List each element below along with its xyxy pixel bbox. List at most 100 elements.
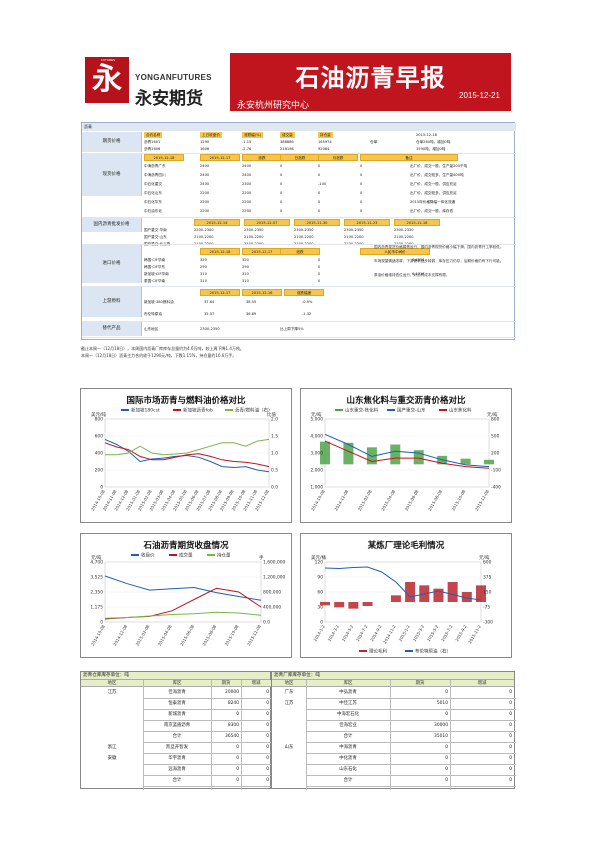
spot-cell: 0: [280, 191, 283, 195]
row-divider: [306, 753, 516, 754]
import-header-cell: 2015-12-17: [242, 248, 282, 255]
table-cell: 佳海沥青: [168, 690, 186, 695]
table-cell: 0: [509, 690, 512, 695]
y-tick-label: 1,175: [90, 605, 103, 611]
series-line: [324, 566, 482, 601]
row-divider: [306, 709, 516, 710]
spot-header-cell: 2015-12-17: [200, 154, 240, 161]
table-divider: [82, 244, 516, 245]
spot-cell: 0: [318, 200, 321, 204]
data-bar: [405, 582, 416, 602]
department: 永安杭州研究中心: [237, 101, 310, 111]
y2-tick-label: -100: [491, 468, 501, 474]
table-cell: 0: [509, 701, 512, 706]
table-cell: 20000: [225, 690, 239, 695]
table-cell: [272, 765, 306, 774]
table-row-label: 进口价格: [82, 245, 142, 283]
table-cell: 合计: [343, 734, 353, 739]
wholesale-cell: 2300-2350: [344, 228, 364, 232]
table-cell: 8300: [227, 723, 239, 728]
table-cell: 0: [445, 712, 448, 717]
table-header-cell: 增减: [450, 680, 514, 687]
import-cell: 310: [242, 272, 249, 276]
spot-cell: 0: [360, 173, 363, 177]
table-cell: 0: [509, 756, 512, 761]
upstream-header-cell: 2015-12-17: [200, 289, 240, 296]
price-table: 沥青 期货价格 现货价格 国内沥青批发价格 进口价格 上游原料 替代产品 合约名称 上日收盘价…: [81, 122, 516, 340]
logo-mark-icon: 永: [85, 57, 129, 103]
x-tick-label: 2015-11-2: [467, 624, 482, 645]
spot-cell: 中石化华东: [144, 200, 162, 204]
table-cell: 0: [266, 767, 269, 772]
table-cell: 南京蓝盾沥青: [163, 723, 191, 728]
data-bar: [390, 595, 401, 602]
y2-tick-label: 0.5: [271, 468, 278, 474]
table-cell: 0: [509, 778, 512, 783]
x-tick-label: 2015-12-08: [246, 624, 262, 647]
series-line: [104, 575, 262, 601]
y2-tick-label: -300: [483, 620, 493, 626]
data-bar: [461, 592, 472, 602]
y2-tick-label: 1,600,000: [263, 560, 286, 566]
y-tick-label: 4,700: [90, 560, 103, 566]
futures-cell: 沥青1606: [144, 147, 161, 151]
x-tick-label: 2015-12-08: [474, 489, 490, 512]
logo-small-text: FUTURES: [101, 58, 116, 62]
x-tick-label: 2014-5-2: [341, 624, 355, 643]
spot-cell: 0: [360, 164, 363, 168]
unit-left: 美元/桶: [311, 554, 327, 561]
table-cell: 0: [266, 745, 269, 750]
x-tick-label: 2015-1-2: [398, 624, 412, 643]
row-divider: [143, 709, 272, 710]
x-tick-label: 2015-04-08: [380, 489, 396, 512]
table-cell: 0: [509, 723, 512, 728]
y2-tick-label: 0.0: [263, 620, 270, 626]
wholesale-header-cell: 2015-11-16: [394, 219, 440, 226]
table-cell: 0: [266, 734, 269, 739]
spot-cell: -100: [318, 182, 327, 186]
data-bar: [433, 588, 444, 602]
data-bar: [320, 602, 330, 606]
wholesale-header-cell: 2015-12-07: [244, 219, 290, 226]
table-cell: 合计: [172, 778, 182, 783]
spot-note: 出厂价，成交一般，生产量200千吨: [410, 164, 468, 168]
spot-cell: 0: [360, 209, 363, 213]
page-title: 石油沥青早报: [295, 64, 446, 92]
column-divider: [241, 680, 242, 790]
y-tick-label: 400: [95, 451, 104, 457]
unit-right: 手: [259, 554, 264, 561]
futures-note: 仓单260吨，增加0吨: [416, 140, 451, 144]
wholesale-cell: 2300-2350: [294, 228, 314, 232]
chart-asphalt-fuel-oil: 2014-10-08 2014-11-08 2014-12-08 2015-01-08…: [80, 388, 292, 523]
table-cell: 0: [236, 712, 239, 717]
upstream-cell: 新加坡·380燃料油: [144, 300, 174, 304]
futures-cell: 165974: [318, 140, 332, 144]
series-line: [104, 611, 262, 619]
unit-right: 元/吨: [479, 554, 490, 561]
series-line: [104, 442, 270, 468]
wholesale-cell: 2300-2350: [244, 228, 264, 232]
table-cell: 0: [445, 690, 448, 695]
upstream-header-cell: 涨跌幅度: [284, 289, 324, 296]
futures-cell: 92084: [318, 147, 330, 151]
row-divider: [143, 764, 272, 765]
data-bar: [413, 450, 424, 465]
wholesale-header-cell: 2015-12-14: [194, 219, 240, 226]
y-tick-label: 120: [315, 560, 324, 566]
futures-header-cell: 成交量: [280, 132, 295, 138]
chart-title: 某炼厂理论毛利情况: [367, 541, 445, 551]
series-line: [104, 438, 270, 473]
spot-cell: 0: [318, 209, 321, 213]
row-divider: [143, 720, 272, 721]
table-cell: [272, 754, 306, 763]
upstream-cell: 布伦特原油: [144, 312, 162, 316]
x-tick-label: 2015-3-2: [412, 624, 426, 643]
y-tick-label: 800: [95, 417, 104, 423]
spot-cell: 0: [318, 173, 321, 177]
import-cell: 韩国·CIF华东: [144, 265, 166, 269]
table-cell: 合计: [172, 734, 182, 739]
table-cell: [81, 776, 143, 785]
table-cell: 0: [509, 712, 512, 717]
x-tick-label: 2015-02-08: [357, 489, 373, 512]
spot-cell: 中海沥青四川: [144, 173, 166, 177]
